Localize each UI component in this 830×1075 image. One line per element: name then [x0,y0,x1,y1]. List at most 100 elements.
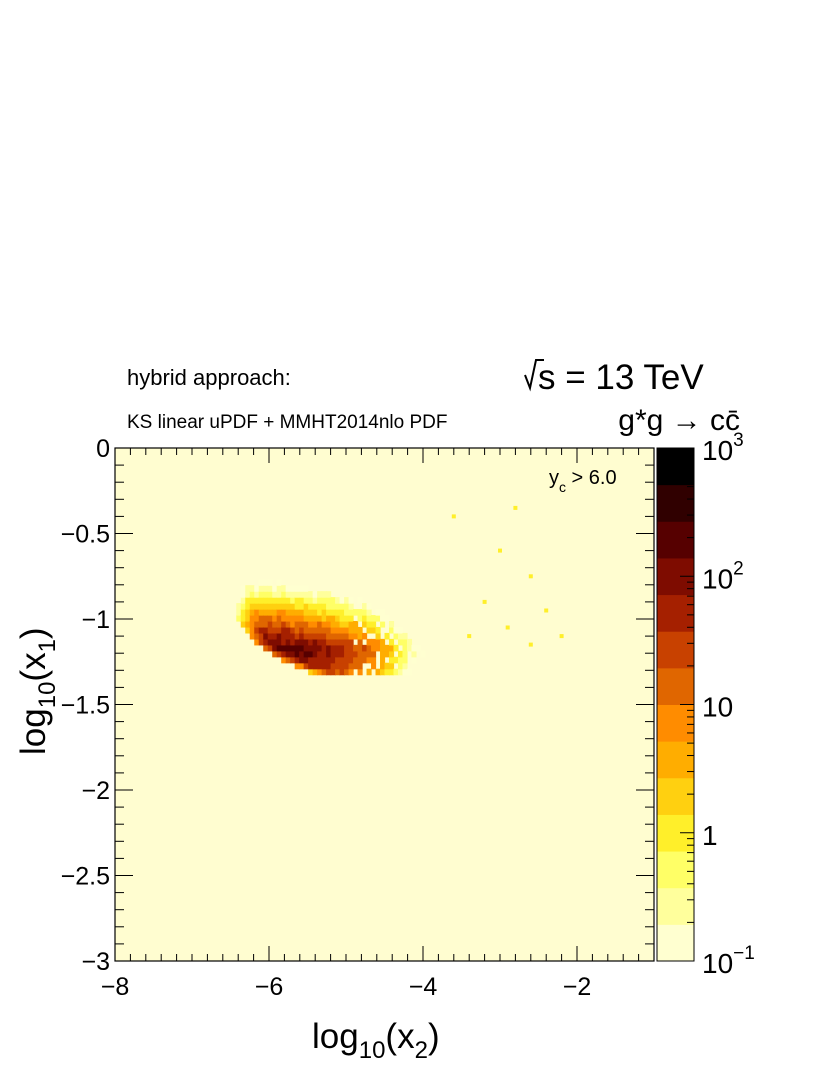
heatmap-cell [393,656,399,664]
heatmap-cell [348,644,354,652]
heatmap-cell [249,591,255,598]
y-axis: 0 −0.5 −1 −1.5 −2 −2.5 −3 [61,435,654,976]
energy-value: s = 13 TeV [538,358,704,397]
z-tick-label: 103 [702,430,744,466]
color-bar-segment [657,814,694,834]
heatmap-cell [245,591,251,598]
heatmap-cell [267,591,273,598]
heatmap-cell [281,615,287,622]
heatmap-cell [344,626,350,634]
heatmap-speckle [544,608,549,613]
heatmap-cell [388,620,395,628]
heatmap-cell [380,662,386,670]
heatmap-cell [263,638,269,646]
cut-label: yc > 6.0 [549,467,617,495]
color-bar-segment [657,832,694,852]
heatmap-cell [258,597,264,604]
heatmap-cell [303,638,309,646]
heatmap-cell [240,620,246,628]
heatmap-cell [290,644,296,652]
heatmap-cell [397,668,404,676]
heatmap-cell [371,626,377,634]
heatmap-cell [281,632,287,640]
heatmap-cell [357,638,363,646]
heatmap-cell [366,650,372,658]
heatmap-cell [366,626,372,634]
heatmap-cell [317,638,323,646]
heatmap-cell [321,644,327,652]
heatmap-cell [335,662,341,670]
heatmap-cell [335,632,341,640]
heatmap-cell [406,638,413,646]
heatmap-cell [344,632,350,640]
heatmap-cell [317,668,323,676]
heatmap-cell [308,644,314,652]
heatmap-cell [411,656,417,664]
heatmap-cell [326,615,332,622]
heatmap-speckle [482,599,487,604]
heatmap-cell [245,615,251,622]
heatmap-cell [281,638,287,646]
heatmap-cell [335,638,341,646]
color-bar-segment [657,557,694,577]
heatmap-cell [263,620,269,628]
z-tick-exp: 3 [733,430,744,451]
heatmap-cell [276,638,282,646]
heatmap-cell [321,597,327,604]
heatmap-cell [317,597,323,604]
heatmap-cell [285,603,291,610]
heatmap-cell [366,668,372,676]
heatmap-cell [281,656,287,664]
heatmap-cell [339,668,345,676]
heatmap-cell [254,603,260,610]
y-title-open: (x [14,652,53,682]
heatmap-cell [294,591,300,598]
heatmap-cell [272,632,278,640]
heatmap-cell [308,591,314,598]
heatmap-cell [263,609,269,616]
heatmap-cell [397,632,404,640]
z-tick-base: 10 [702,435,733,466]
heatmap-cell [339,644,345,652]
heatmap-cell [272,603,278,610]
heatmap-cell [276,579,282,586]
heatmap-cell [330,626,336,634]
color-bar-segment [657,851,694,870]
heatmap-cell [344,650,350,658]
heatmap-cell [348,662,354,670]
heatmap-cell [312,597,318,604]
heatmap-cell [357,644,363,652]
heatmap-cell [362,620,368,628]
heatmap-cell [303,585,309,592]
heatmap-cell [290,591,296,598]
heatmap-cell [344,638,350,646]
y-title-close: ) [14,627,53,639]
heatmap-cell [272,609,278,616]
heatmap-cell [321,615,327,622]
heatmap-cell [339,615,345,622]
heatmap-cell [303,650,309,658]
heatmap-cell [366,638,372,646]
heatmap-speckle [513,505,518,510]
heatmap-cell [281,650,287,658]
heatmap-cell [299,609,305,616]
heatmap-cell [294,615,300,622]
heatmap-cell [299,620,305,628]
heatmap-cell [326,603,332,610]
chart-title: hybrid approach: [127,365,291,390]
heatmap-cell [357,609,363,616]
heatmap-cell [245,609,251,616]
heatmap-cell [249,609,255,616]
heatmap-cell [276,615,282,622]
heatmap-cell [308,656,314,664]
heatmap-cell [339,632,345,640]
color-bar-segment [657,686,694,705]
heatmap-cell [384,615,390,622]
heatmap-cell [384,668,390,676]
heatmap-cell [335,626,341,634]
color-bar-segment [657,631,694,651]
heatmap-cell [303,603,309,610]
color-bar-segment [657,466,694,486]
heatmap-cell [321,662,327,670]
heatmap-cell [335,656,341,664]
